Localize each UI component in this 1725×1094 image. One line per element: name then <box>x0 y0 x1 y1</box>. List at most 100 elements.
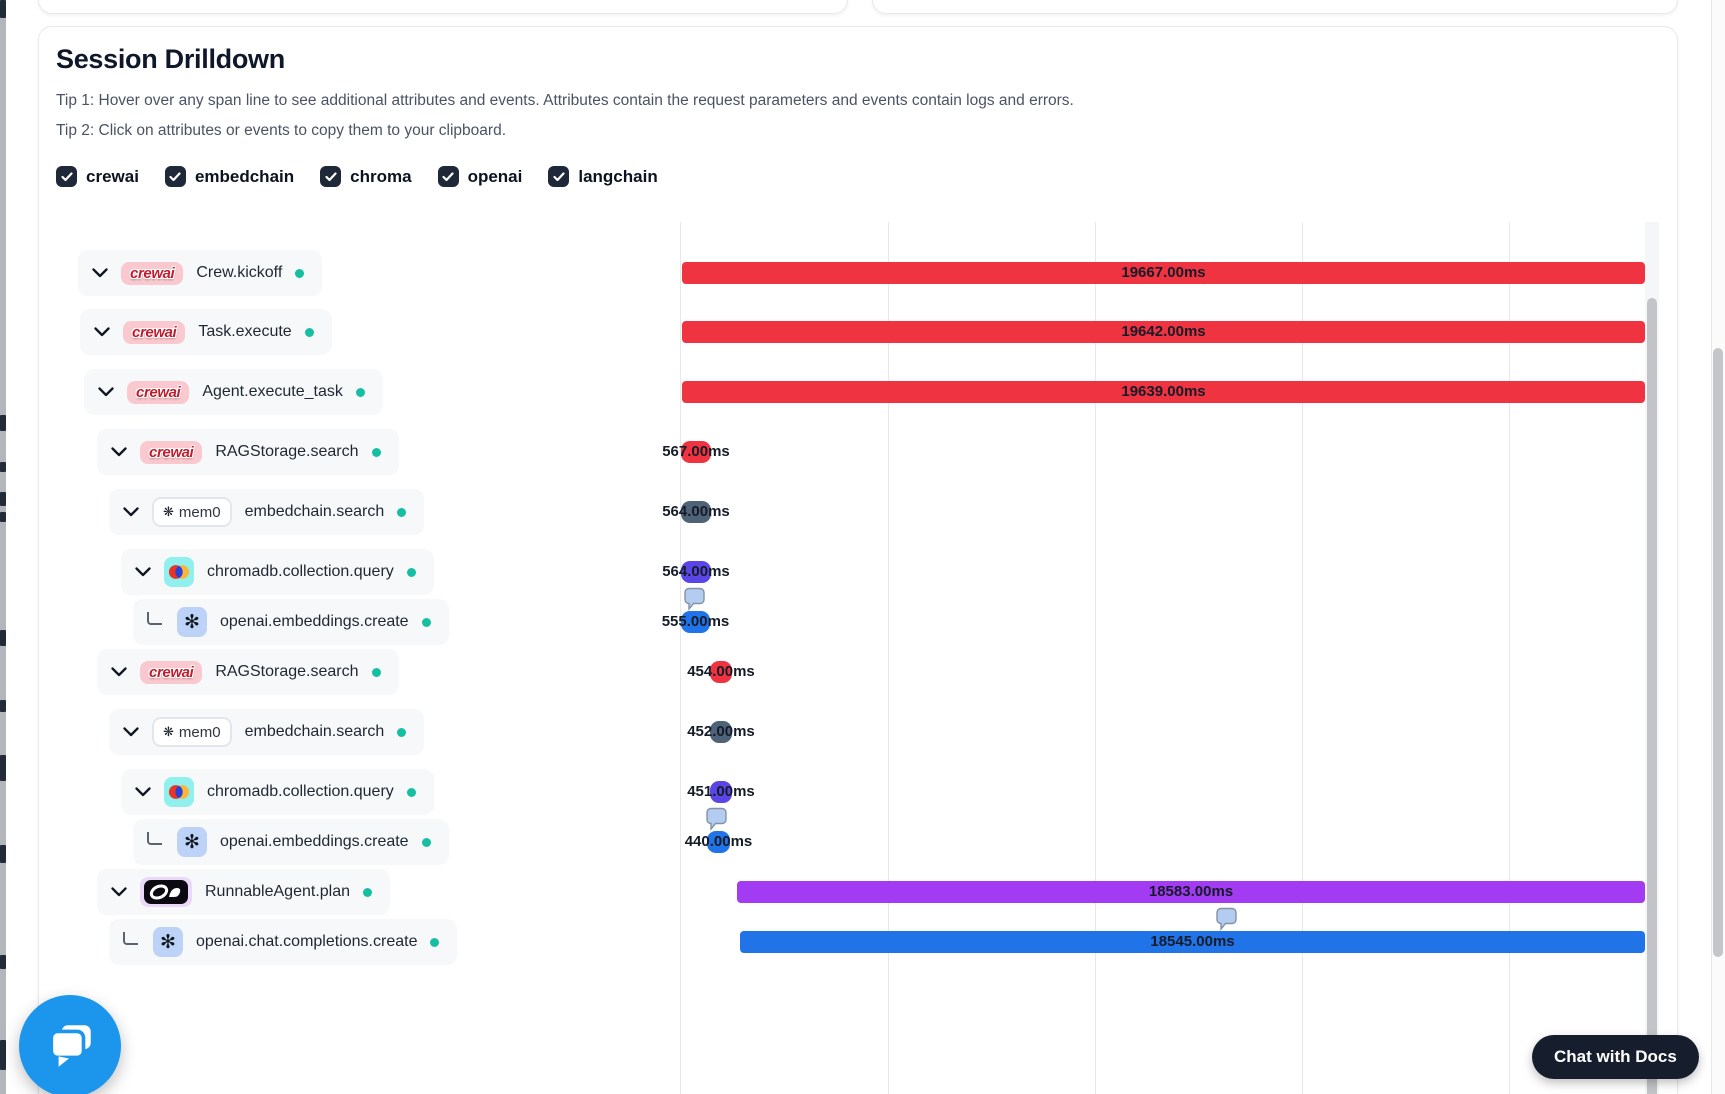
filter-crewai[interactable]: crewai <box>56 166 139 187</box>
span-duration: 564.00ms <box>662 563 730 580</box>
clipped-background-mark <box>0 512 6 522</box>
span-duration: 454.00ms <box>687 663 755 680</box>
timeline-gridline <box>1095 222 1096 1094</box>
span-row-Agent.execute_task[interactable]: crewai Agent.execute_task <box>84 369 383 415</box>
span-row-embedchain.search[interactable]: ❋ mem0 embedchain.search <box>109 489 425 535</box>
elbow-connector-icon <box>147 831 162 845</box>
span-bar-Crew.kickoff[interactable] <box>682 262 1645 284</box>
clipped-background-mark <box>0 415 6 431</box>
checkbox-openai[interactable] <box>437 166 459 187</box>
span-name: Crew.kickoff <box>196 264 283 281</box>
span-duration: 567.00ms <box>662 443 730 460</box>
elbow-connector-icon <box>147 611 162 625</box>
span-bar-RunnableAgent.plan[interactable] <box>737 881 1645 903</box>
span-bar-openai.embeddings.create[interactable] <box>707 831 730 853</box>
mem0-logo: ❋ mem0 <box>152 717 232 747</box>
filter-embedchain[interactable]: embedchain <box>164 166 295 187</box>
span-row-openai.embeddings.create[interactable]: ✻ openai.embeddings.create <box>133 819 449 865</box>
span-row-Crew.kickoff[interactable]: crewai Crew.kickoff <box>78 250 323 296</box>
span-bar-openai.chat.completions.create[interactable] <box>740 931 1645 953</box>
chat-widget-button[interactable] <box>19 995 121 1094</box>
span-bar-RAGStorage.search[interactable] <box>681 441 711 463</box>
chevron-down-icon[interactable] <box>111 447 127 457</box>
page-title: Session Drilldown <box>56 44 285 74</box>
chevron-down-icon[interactable] <box>135 787 151 797</box>
span-name: RAGStorage.search <box>215 663 359 680</box>
timeline-gridline <box>1302 222 1303 1094</box>
span-name: openai.embeddings.create <box>220 613 409 630</box>
span-row-chromadb.collection.query[interactable]: chromadb.collection.query <box>121 769 434 815</box>
mem0-wordmark: mem0 <box>178 503 221 521</box>
integration-filters: crewai embedchain chroma openai langchai… <box>56 166 658 187</box>
tip-2-text: Tip 2: Click on attributes or events to … <box>56 122 506 139</box>
filter-chroma[interactable]: chroma <box>320 166 412 187</box>
event-bubble-icon[interactable] <box>706 806 729 836</box>
status-dot <box>371 667 381 677</box>
filter-openai[interactable]: openai <box>437 166 522 187</box>
span-name: RunnableAgent.plan <box>205 883 351 900</box>
tip-1-text: Tip 1: Hover over any span line to see a… <box>56 92 1074 109</box>
span-name: openai.embeddings.create <box>220 833 409 850</box>
span-row-chromadb.collection.query[interactable]: chromadb.collection.query <box>121 549 434 595</box>
chevron-down-icon[interactable] <box>123 727 139 737</box>
span-duration: 18545.00ms <box>1150 933 1235 950</box>
event-bubble-icon[interactable] <box>684 586 707 616</box>
chart-scrollbar-thumb[interactable] <box>1647 298 1657 1094</box>
status-dot <box>406 567 416 577</box>
span-bar-embedchain.search[interactable] <box>681 501 711 523</box>
span-row-RunnableAgent.plan[interactable]: RunnableAgent.plan <box>97 869 391 915</box>
chevron-down-icon[interactable] <box>111 887 127 897</box>
filter-langchain[interactable]: langchain <box>548 166 658 187</box>
span-bar-Task.execute[interactable] <box>682 321 1645 343</box>
clipped-background-mark <box>0 1040 6 1070</box>
event-bubble-icon[interactable] <box>1216 906 1239 936</box>
span-bar-chromadb.collection.query[interactable] <box>710 781 732 803</box>
span-row-embedchain.search[interactable]: ❋ mem0 embedchain.search <box>109 709 425 755</box>
mem0-flower-icon: ❋ <box>163 504 174 520</box>
chevron-down-icon[interactable] <box>111 667 127 677</box>
crewai-logo: crewai <box>127 380 190 404</box>
span-row-RAGStorage.search[interactable]: crewai RAGStorage.search <box>97 649 399 695</box>
langchain-parrot-icon <box>144 880 188 904</box>
span-bar-RAGStorage.search[interactable] <box>710 661 732 683</box>
status-dot <box>371 447 381 457</box>
span-bar-chromadb.collection.query[interactable] <box>681 561 711 583</box>
span-row-openai.chat.completions.create[interactable]: ✻ openai.chat.completions.create <box>109 919 458 965</box>
chevron-down-icon[interactable] <box>135 567 151 577</box>
span-bar-openai.embeddings.create[interactable] <box>681 611 710 633</box>
checkbox-chroma[interactable] <box>320 166 342 187</box>
openai-logo: ✻ <box>177 607 207 637</box>
timeline-gridline <box>680 222 681 1094</box>
status-dot <box>397 727 407 737</box>
span-row-openai.embeddings.create[interactable]: ✻ openai.embeddings.create <box>133 599 449 645</box>
checkmark-icon <box>169 171 182 182</box>
top-card-right <box>872 0 1678 14</box>
filter-label: chroma <box>350 166 412 186</box>
checkmark-icon <box>60 171 73 182</box>
span-name: openai.chat.completions.create <box>196 933 418 950</box>
crewai-logo: crewai <box>121 261 184 285</box>
chat-with-docs-button[interactable]: Chat with Docs <box>1532 1035 1699 1079</box>
span-bar-Agent.execute_task[interactable] <box>682 381 1645 403</box>
page-scrollbar-thumb[interactable] <box>1713 348 1723 957</box>
checkbox-embedchain[interactable] <box>164 166 186 187</box>
chevron-down-icon[interactable] <box>123 507 139 517</box>
checkbox-crewai[interactable] <box>56 166 77 187</box>
span-row-RAGStorage.search[interactable]: crewai RAGStorage.search <box>97 429 399 475</box>
span-bar-embedchain.search[interactable] <box>710 721 732 743</box>
chevron-down-icon[interactable] <box>92 268 108 278</box>
mem0-wordmark: mem0 <box>178 723 221 741</box>
span-duration: 440.00ms <box>684 833 753 850</box>
checkbox-langchain[interactable] <box>548 166 570 187</box>
status-dot <box>421 837 431 847</box>
crewai-logo: crewai <box>123 320 186 344</box>
chevron-down-icon[interactable] <box>94 327 110 337</box>
span-row-Task.execute[interactable]: crewai Task.execute <box>80 309 332 355</box>
status-dot <box>295 268 305 278</box>
timeline-gridline <box>1509 222 1510 1094</box>
mem0-logo: ❋ mem0 <box>152 497 232 527</box>
clipped-background-mark <box>0 0 6 18</box>
filter-label: embedchain <box>194 166 295 186</box>
chevron-down-icon[interactable] <box>98 387 114 397</box>
